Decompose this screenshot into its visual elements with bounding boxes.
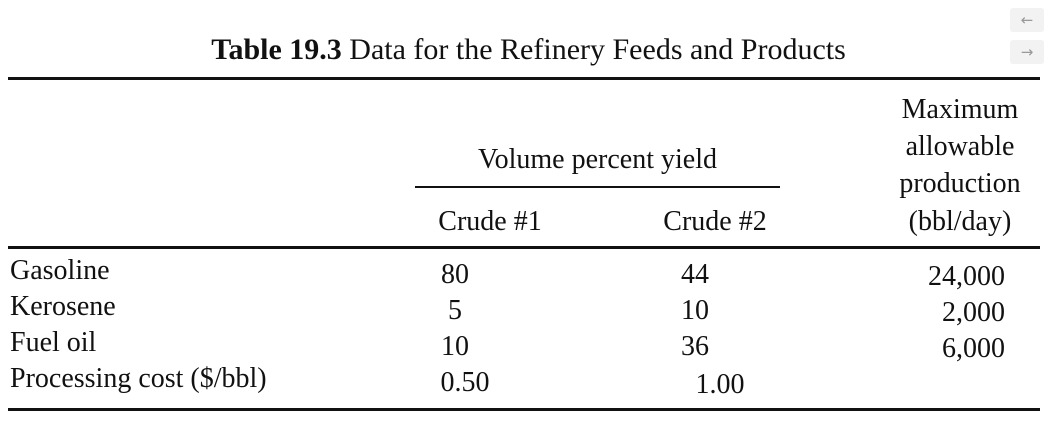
next-page-button[interactable]: →	[1010, 40, 1044, 64]
cell-gasoline-max: 24,000	[928, 261, 1005, 292]
col-header-crude2: Crude #2	[663, 206, 767, 237]
bottom-rule	[8, 408, 1040, 411]
cell-fuel-oil-max: 6,000	[942, 333, 1005, 364]
col-header-max-line4: (bbl/day)	[908, 206, 1012, 237]
row-label-kerosene: Kerosene	[10, 291, 116, 322]
cell-processing-cost-crude1: 0.50	[440, 367, 490, 398]
cell-kerosene-crude2: 10	[681, 295, 709, 326]
cell-processing-cost-crude2: 1.00	[695, 369, 745, 400]
cell-fuel-oil-crude1: 10	[441, 331, 469, 362]
table-caption: Data for the Refinery Feeds and Products	[349, 33, 846, 66]
row-label-gasoline: Gasoline	[10, 255, 110, 286]
col-header-max-line2: allowable	[905, 131, 1015, 162]
group-underline	[415, 186, 780, 188]
cell-gasoline-crude1: 80	[441, 259, 469, 290]
col-header-crude1: Crude #1	[438, 206, 542, 237]
arrow-left-icon: ←	[1020, 11, 1034, 29]
col-header-max-line1: Maximum	[901, 94, 1019, 125]
cell-gasoline-crude2: 44	[681, 259, 709, 290]
row-label-fuel-oil: Fuel oil	[10, 327, 97, 358]
row-label-processing-cost: Processing cost ($/bbl)	[10, 363, 267, 394]
header-rule	[8, 246, 1040, 249]
arrow-right-icon: →	[1020, 43, 1034, 61]
table-title: Table 19.3 Data for the Refinery Feeds a…	[0, 30, 1057, 70]
prev-page-button[interactable]: ←	[1010, 8, 1044, 32]
cell-fuel-oil-crude2: 36	[681, 331, 709, 362]
table-number: Table 19.3	[211, 33, 342, 66]
cell-kerosene-crude1: 5	[448, 295, 462, 326]
col-header-max-line3: production	[899, 168, 1021, 199]
volume-yield-header: Volume percent yield	[478, 144, 717, 175]
top-rule	[8, 77, 1040, 80]
cell-kerosene-max: 2,000	[942, 297, 1005, 328]
